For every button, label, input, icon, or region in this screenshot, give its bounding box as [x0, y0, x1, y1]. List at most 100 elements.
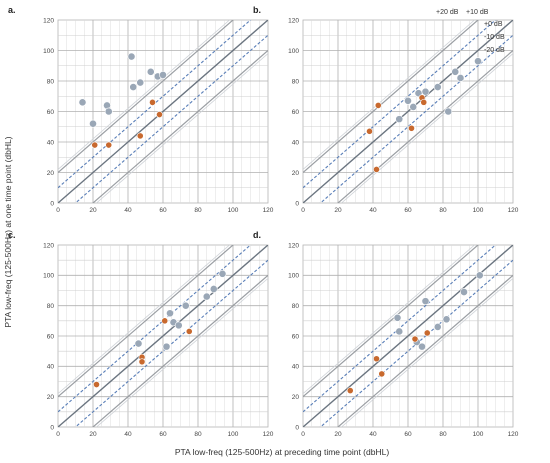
reference-line-plus20	[303, 245, 479, 398]
x-tick-label: 120	[508, 431, 519, 438]
reference-line-minus10	[74, 34, 268, 203]
x-tick-label: 20	[334, 207, 342, 214]
orange-point	[378, 370, 386, 378]
gray-point	[418, 342, 426, 351]
panel-d: 00 20 20 40 40 60 60 80 80 100 100 120 120 d.	[253, 230, 519, 438]
x-tick-label: 120	[263, 431, 274, 438]
x-tick-label: 100	[473, 207, 484, 214]
x-tick-label: 100	[228, 207, 239, 214]
orange-point	[373, 166, 380, 173]
reference-line-plus20	[58, 245, 234, 398]
gray-point	[181, 301, 190, 310]
gray-point	[421, 87, 430, 96]
y-tick-label: 100	[43, 273, 54, 280]
x-tick-label: 20	[89, 207, 97, 214]
reference-line-plus10	[58, 20, 252, 189]
reference-band-line	[95, 278, 268, 427]
panel-label: d.	[253, 230, 261, 240]
x-tick-label: 100	[473, 431, 484, 438]
y-tick-label: 60	[292, 109, 300, 116]
reference-lines	[303, 20, 513, 203]
reference-line-minus10	[319, 34, 513, 203]
orange-point	[91, 141, 99, 149]
reference-line-label: +0 dB	[484, 21, 503, 28]
orange-point	[374, 102, 382, 109]
gray-point	[474, 57, 482, 66]
reference-band-line	[303, 245, 476, 394]
gray-point	[202, 292, 211, 301]
y-tick-label: 80	[47, 78, 55, 85]
gray-point	[136, 78, 145, 87]
y-tick-label: 40	[292, 139, 300, 146]
x-tick-label: 80	[439, 207, 447, 214]
reference-line-plus10	[303, 245, 497, 413]
gray-point	[129, 83, 138, 91]
panel-label: a.	[8, 5, 16, 15]
y-tick-label: 0	[295, 424, 299, 431]
y-tick-label: 40	[47, 139, 55, 146]
reference-line-label: +10 dB	[466, 9, 489, 16]
reference-line-plus10	[303, 20, 497, 189]
gray-point	[433, 83, 442, 91]
orange-point	[156, 111, 163, 118]
y-tick-label: 100	[288, 48, 299, 55]
reference-line-label: -20 dB	[484, 47, 505, 54]
panel-a: 00 20 20 40 40 60 60 80 80 100 100 120 120 a.	[8, 5, 274, 214]
panel-label: c.	[8, 230, 16, 240]
orange-point	[161, 317, 169, 325]
x-tick-label: 0	[56, 207, 60, 214]
x-tick-label: 40	[369, 431, 377, 438]
x-tick-label: 40	[124, 207, 132, 214]
gray-point	[89, 119, 97, 128]
reference-line-plus10	[58, 245, 252, 413]
gray-point	[460, 288, 468, 296]
x-tick-label: 80	[439, 431, 447, 438]
panel-b: 00 20 20 40 40 60 60 80 80 100 100 120 120 b. +20 dB +1…	[253, 5, 519, 214]
orange-point	[136, 132, 144, 140]
panel-label: b.	[253, 5, 261, 15]
y-tick-label: 80	[47, 303, 55, 310]
reference-line-label: +20 dB	[436, 9, 459, 16]
reference-line-minus20	[92, 50, 268, 203]
y-tick-label: 120	[43, 242, 54, 249]
orange-point	[346, 387, 354, 394]
x-tick-label: 0	[301, 431, 305, 438]
gray-point	[433, 322, 442, 331]
x-tick-label: 0	[301, 207, 305, 214]
gray-point	[475, 271, 484, 280]
orange-point	[420, 98, 428, 106]
reference-band-line	[340, 53, 513, 203]
gray-point	[393, 313, 402, 322]
y-axis-title: PTA low-freq (125-500Hz) at one time poi…	[3, 136, 13, 327]
gray-point	[209, 285, 218, 293]
gray-point	[78, 98, 87, 107]
orange-point	[366, 127, 373, 135]
y-tick-label: 0	[50, 424, 54, 431]
gray-point	[395, 115, 404, 124]
y-tick-label: 60	[292, 333, 300, 340]
x-tick-label: 100	[228, 431, 239, 438]
reference-line-plus0	[58, 20, 268, 203]
reference-lines	[58, 20, 268, 203]
reference-line-minus20	[337, 274, 513, 427]
x-axis-title: PTA low-freq (125-500Hz) at preceding ti…	[175, 447, 389, 457]
x-tick-label: 0	[56, 431, 60, 438]
y-tick-label: 40	[47, 364, 55, 371]
y-tick-label: 60	[47, 109, 55, 116]
gray-point	[134, 339, 143, 348]
x-tick-label: 20	[89, 431, 97, 438]
x-tick-label: 80	[194, 431, 202, 438]
gray-point	[442, 315, 451, 324]
gray-point	[162, 342, 171, 351]
reference-line-plus20	[58, 20, 234, 173]
y-tick-label: 120	[288, 17, 299, 24]
orange-point	[373, 355, 380, 363]
x-tick-label: 40	[369, 207, 377, 214]
reference-line-minus10	[319, 259, 513, 427]
y-tick-label: 20	[47, 394, 55, 401]
y-tick-label: 80	[292, 303, 300, 310]
orange-point	[93, 381, 100, 388]
reference-line-plus0	[303, 20, 513, 203]
x-tick-label: 60	[404, 431, 412, 438]
